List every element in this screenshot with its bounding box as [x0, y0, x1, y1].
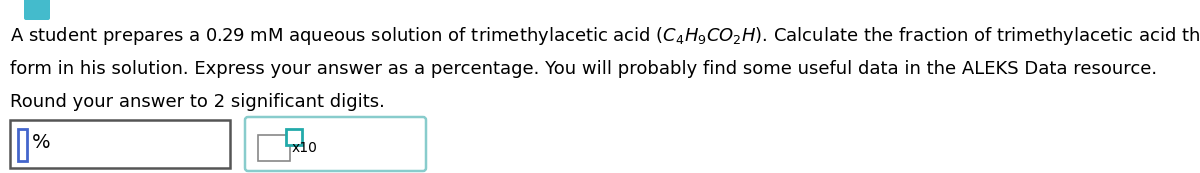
- FancyBboxPatch shape: [18, 129, 28, 161]
- Text: A student prepares a 0.29 mM aqueous solution of trimethylacetic acid $(C_4H_9CO: A student prepares a 0.29 mM aqueous sol…: [10, 25, 1200, 47]
- Text: form in his solution. Express your answer as a percentage. You will probably fin: form in his solution. Express your answe…: [10, 60, 1157, 78]
- Text: Round your answer to 2 significant digits.: Round your answer to 2 significant digit…: [10, 93, 385, 111]
- FancyBboxPatch shape: [10, 120, 230, 168]
- FancyBboxPatch shape: [286, 129, 302, 145]
- FancyBboxPatch shape: [258, 135, 290, 161]
- Text: x10: x10: [292, 141, 318, 155]
- FancyBboxPatch shape: [24, 0, 50, 20]
- Text: %: %: [32, 134, 50, 153]
- FancyBboxPatch shape: [245, 117, 426, 171]
